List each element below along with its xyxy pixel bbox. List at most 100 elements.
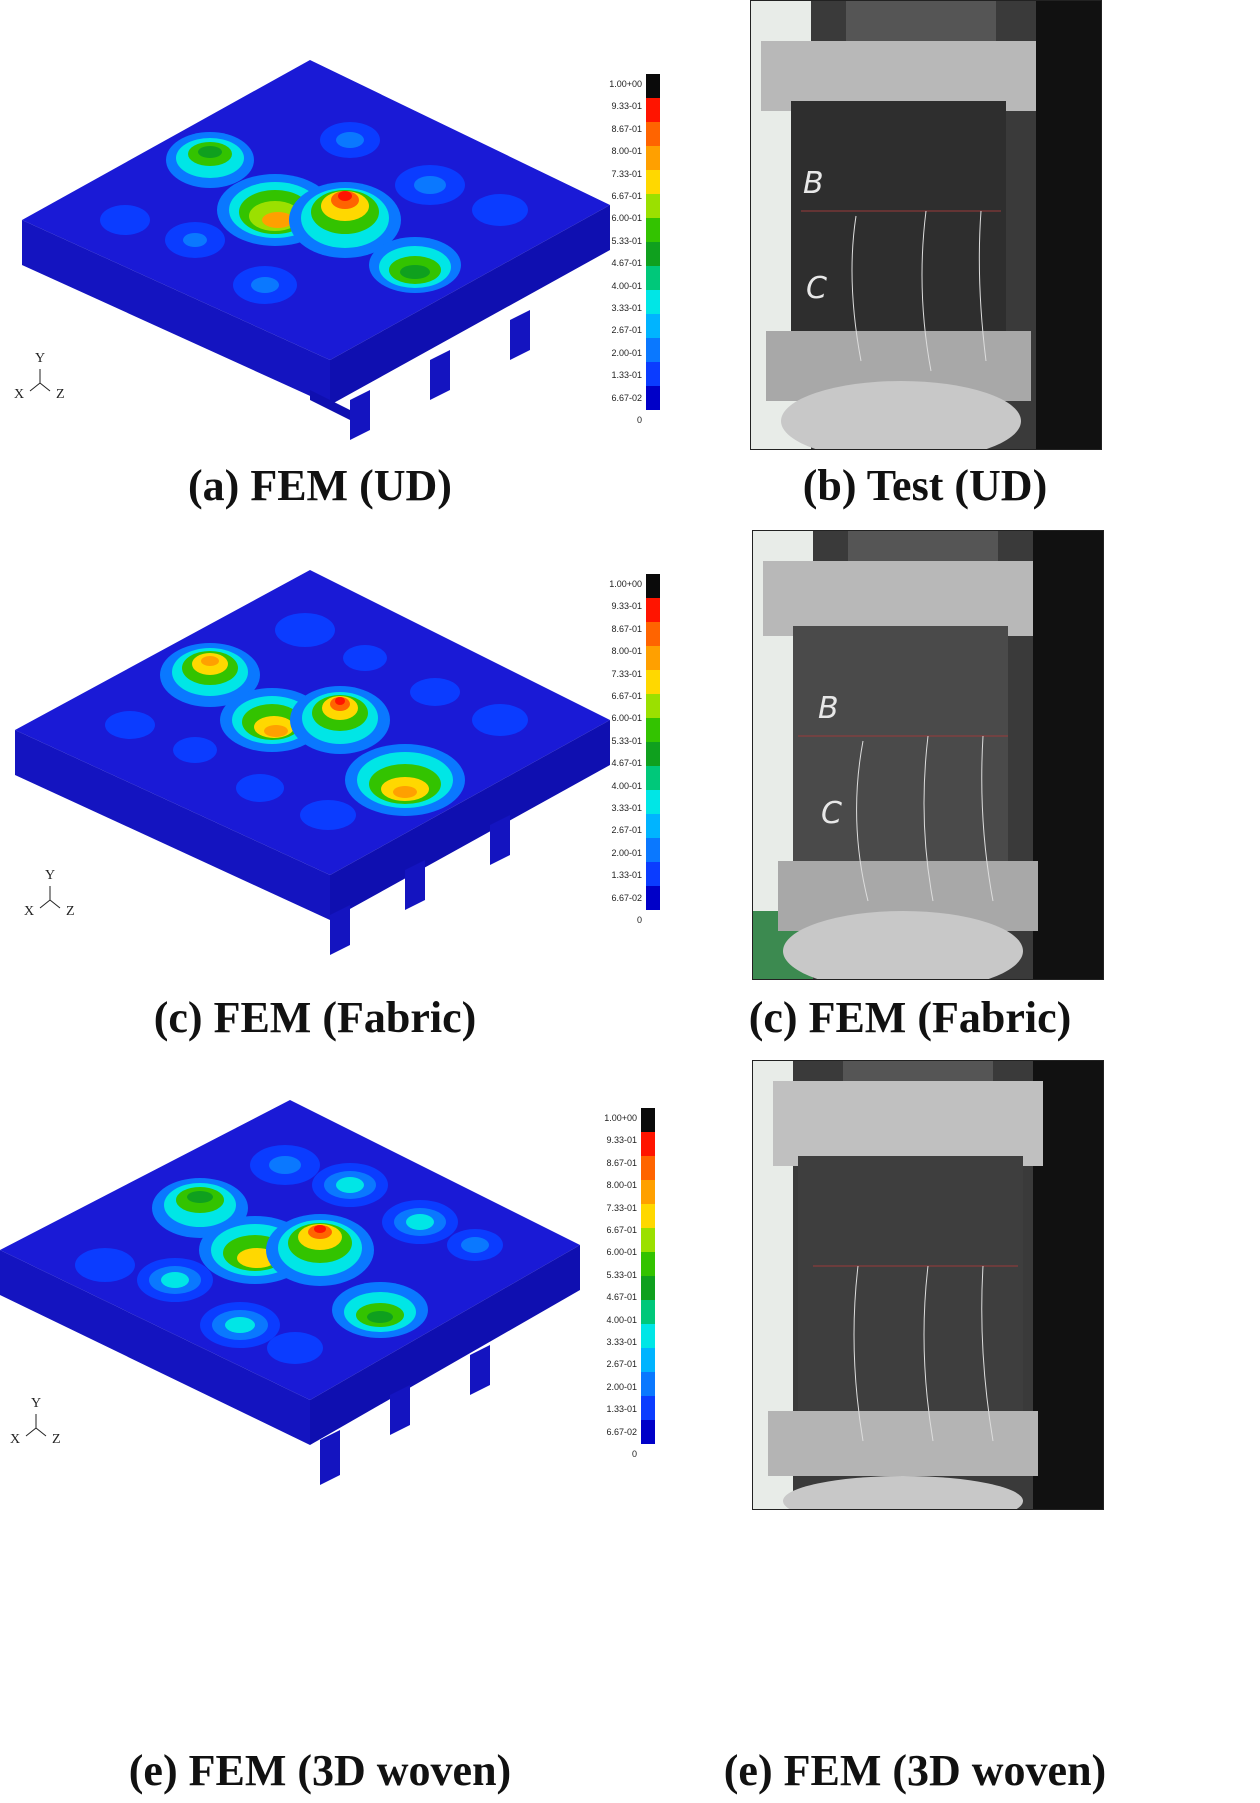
scale-tick-label: 2.00-01	[606, 1381, 637, 1392]
caption-fem-ud: (a) FEM (UD)	[188, 461, 452, 510]
fem-plot-fabric	[10, 570, 710, 970]
photo-mark-c: C	[806, 271, 827, 306]
axis-x-label: X	[14, 387, 25, 402]
fem-contour-3d-woven	[0, 1100, 580, 1485]
scale-tick-label: 4.00-01	[606, 1314, 637, 1325]
caption-fem-fabric: (c) FEM (Fabric)	[153, 993, 477, 1042]
scale-segment	[646, 314, 660, 338]
scale-tick-label: 6.67-01	[606, 1225, 637, 1235]
scale-segment	[646, 598, 660, 622]
scale-segment	[646, 838, 660, 862]
scale-segment	[641, 1348, 655, 1372]
scale-tick-label: 7.33-01	[611, 668, 642, 679]
scale-tick-label: 4.67-01	[611, 258, 642, 269]
scale-tick-label: 6.00-01	[611, 213, 642, 224]
scale-tick-label: 5.33-01	[606, 1269, 637, 1280]
scale-tick-label: 9.33-01	[611, 101, 642, 112]
scale-tick-label: 2.67-01	[611, 825, 642, 836]
fem-plot-ud	[10, 60, 710, 460]
photo-mark-b: B	[818, 691, 839, 726]
scale-segment	[641, 1324, 655, 1348]
axis-x-label: X	[24, 904, 35, 919]
scale-segment	[646, 338, 660, 362]
fem-plot-3d-woven	[0, 1100, 700, 1500]
axis-z-label: Z	[52, 1432, 61, 1447]
scale-tick-label: 4.67-01	[611, 758, 642, 769]
scale-segment	[646, 814, 660, 838]
scale-tick-label: 2.00-01	[611, 347, 642, 358]
scale-tick-label: 4.00-01	[611, 280, 642, 291]
scale-tick-label: 6.67-02	[611, 892, 642, 903]
scale-segment	[646, 290, 660, 314]
scale-segment	[641, 1420, 655, 1444]
scale-tick-label: 0	[631, 1449, 637, 1459]
scale-segment	[646, 386, 660, 410]
scale-segment	[641, 1108, 655, 1132]
scale-tick-label: 1.33-01	[606, 1404, 637, 1415]
photo-mark-c: C	[821, 796, 842, 831]
scale-segment	[641, 1228, 655, 1252]
axis-z-label: Z	[56, 387, 65, 402]
axis-z-label: Z	[66, 904, 75, 919]
color-scale-ud: 1.00+00 9.33-01 8.67-01 8.00-01 7.33-01 6.67-…	[590, 62, 660, 425]
scale-segment	[646, 670, 660, 694]
scale-tick-label: 0	[636, 915, 642, 925]
axis-triad-3d-woven: Y X Z	[10, 1396, 70, 1455]
scale-segment	[646, 742, 660, 766]
scale-segment	[646, 766, 660, 790]
scale-tick-label: 2.00-01	[611, 847, 642, 858]
scale-tick-label: 8.67-01	[606, 1157, 637, 1168]
caption-test-ud: (b) Test (UD)	[802, 461, 1048, 510]
scale-tick-label: 8.67-01	[611, 623, 642, 634]
scale-segment	[641, 1156, 655, 1180]
scale-segment	[646, 218, 660, 242]
caption-fem-3d-woven: (e) FEM (3D woven)	[128, 1746, 512, 1795]
axis-y-label: Y	[31, 1396, 42, 1411]
scale-tick-label: 9.33-01	[611, 601, 642, 612]
scale-segment	[641, 1372, 655, 1396]
scale-tick-label: 3.33-01	[611, 303, 642, 313]
caption-photo-3d-woven: (e) FEM (3D woven)	[723, 1746, 1107, 1795]
scale-tick-label: 1.00+00	[609, 579, 642, 589]
color-scale-fabric: 1.00+00 9.33-01 8.67-01 8.00-01 7.33-01 6.67-…	[590, 562, 660, 925]
scale-segment	[646, 718, 660, 742]
test-photo-fabric: B C	[752, 530, 1104, 980]
scale-tick-label: 4.67-01	[606, 1292, 637, 1303]
scale-segment	[641, 1252, 655, 1276]
scale-tick-label: 3.33-01	[611, 803, 642, 813]
scale-tick-label: 1.00+00	[609, 79, 642, 89]
scale-tick-label: 6.67-01	[611, 691, 642, 701]
scale-segment	[646, 790, 660, 814]
axis-x-label: X	[10, 1432, 21, 1447]
scale-tick-label: 8.00-01	[611, 146, 642, 157]
scale-segment	[646, 242, 660, 266]
color-scale-3d-woven: 1.00+00 9.33-01 8.67-01 8.00-01 7.33-01 6.67-…	[585, 1096, 655, 1459]
scale-tick-label: 6.00-01	[606, 1247, 637, 1258]
scale-tick-label: 6.67-02	[611, 392, 642, 403]
scale-segment	[646, 694, 660, 718]
scale-tick-label: 2.67-01	[611, 325, 642, 336]
scale-tick-label: 7.33-01	[611, 168, 642, 179]
scale-tick-label: 6.67-01	[611, 191, 642, 201]
scale-tick-label: 6.67-02	[606, 1426, 637, 1437]
scale-segment	[646, 122, 660, 146]
scale-segment	[641, 1204, 655, 1228]
scale-segment	[641, 1180, 655, 1204]
scale-tick-label: 7.33-01	[606, 1202, 637, 1213]
photo-mark-b: B	[803, 166, 824, 201]
scale-segment	[646, 362, 660, 386]
scale-tick-label: 6.00-01	[611, 713, 642, 724]
scale-tick-label: 5.33-01	[611, 235, 642, 246]
axis-y-label: Y	[45, 868, 56, 883]
scale-tick-label: 8.00-01	[606, 1180, 637, 1191]
test-photo-3d-woven-image	[753, 1061, 1103, 1509]
scale-segment	[641, 1300, 655, 1324]
scale-segment	[641, 1132, 655, 1156]
scale-tick-label: 5.33-01	[611, 735, 642, 746]
test-photo-3d-woven	[752, 1060, 1104, 1510]
fem-contour-ud	[22, 60, 610, 440]
scale-tick-label: 1.33-01	[611, 870, 642, 881]
scale-segment	[641, 1396, 655, 1420]
scale-tick-label: 3.33-01	[606, 1337, 637, 1347]
scale-segment	[646, 886, 660, 910]
